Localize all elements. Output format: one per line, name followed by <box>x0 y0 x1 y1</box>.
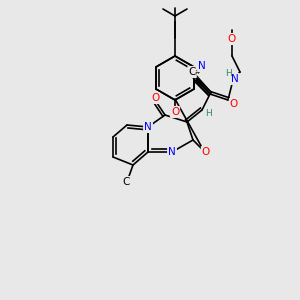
Text: O: O <box>202 147 210 157</box>
Text: N: N <box>198 61 206 71</box>
Text: N: N <box>144 122 152 132</box>
Text: O: O <box>230 99 238 109</box>
Text: O: O <box>151 93 159 103</box>
Text: #: # <box>194 69 200 75</box>
Text: C: C <box>188 67 196 77</box>
Text: O: O <box>228 34 236 44</box>
Text: O: O <box>171 107 179 117</box>
Text: N: N <box>231 74 239 84</box>
Text: C: C <box>122 177 130 187</box>
Text: H: H <box>226 70 232 79</box>
Text: N: N <box>168 147 176 157</box>
Text: H: H <box>205 110 212 118</box>
